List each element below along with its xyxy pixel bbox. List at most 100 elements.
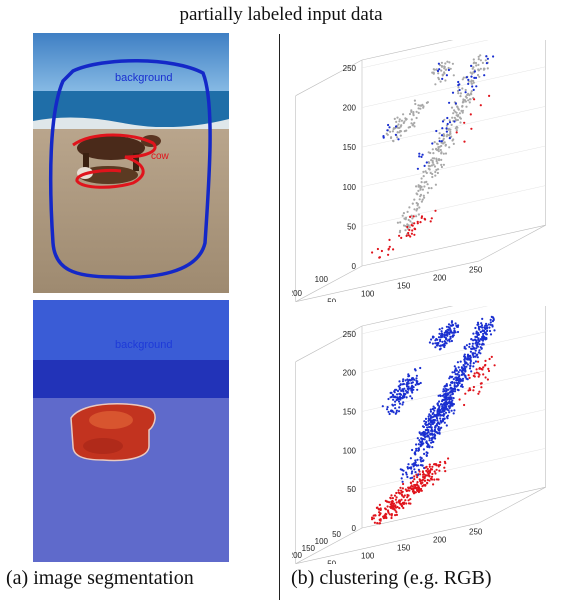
data-point <box>429 408 432 411</box>
data-point <box>457 84 460 87</box>
data-point <box>390 391 393 394</box>
data-point <box>458 375 461 378</box>
data-point <box>378 511 381 514</box>
data-point <box>418 432 421 435</box>
data-point <box>451 387 454 390</box>
x-tick-label: 200 <box>433 274 447 283</box>
data-point <box>420 487 423 491</box>
axis-frame-line <box>295 59 363 96</box>
data-point <box>404 379 407 382</box>
data-point <box>409 235 412 238</box>
z-tick-label: 150 <box>343 407 357 416</box>
data-point <box>428 439 431 442</box>
data-point <box>415 486 418 489</box>
data-point <box>431 148 434 151</box>
data-point <box>454 331 457 334</box>
data-point <box>457 371 460 374</box>
data-point <box>430 164 433 167</box>
data-point <box>441 77 444 80</box>
data-point <box>426 183 429 186</box>
data-point <box>406 378 409 381</box>
data-point <box>445 383 448 386</box>
data-point <box>396 116 399 119</box>
data-point <box>464 370 467 373</box>
data-point <box>399 383 402 386</box>
data-point <box>463 403 466 407</box>
data-point <box>452 378 455 381</box>
x-tick-label: 150 <box>397 544 411 553</box>
data-point <box>443 389 446 392</box>
data-point <box>474 61 478 65</box>
data-point <box>450 123 453 126</box>
data-point <box>469 98 472 101</box>
data-point <box>418 439 421 442</box>
data-point <box>433 470 436 473</box>
data-point <box>422 448 425 451</box>
data-point <box>410 397 414 400</box>
axis-frame-line <box>361 40 454 61</box>
data-point <box>477 69 480 72</box>
data-point <box>402 212 405 215</box>
data-point <box>461 371 464 374</box>
data-point <box>441 327 444 330</box>
data-point <box>472 79 475 83</box>
data-point <box>400 503 403 506</box>
grid-line <box>361 40 489 69</box>
data-point <box>449 130 452 133</box>
data-point <box>449 391 452 394</box>
data-point <box>416 458 419 461</box>
data-point <box>492 317 495 320</box>
data-point <box>455 385 458 388</box>
axis-frame-line <box>295 527 363 564</box>
data-point <box>485 337 488 340</box>
data-point <box>388 238 391 241</box>
data-point <box>445 384 448 387</box>
data-point <box>473 98 476 101</box>
data-point <box>458 88 461 92</box>
data-point <box>478 339 481 342</box>
data-point <box>470 64 473 67</box>
data-point <box>406 225 409 229</box>
data-point <box>474 349 477 352</box>
data-point <box>397 138 400 141</box>
data-point <box>455 129 458 132</box>
data-point <box>472 385 475 389</box>
data-point <box>433 419 436 422</box>
data-point <box>429 423 432 426</box>
data-point <box>436 162 439 165</box>
data-point <box>462 76 465 79</box>
data-point <box>440 332 443 335</box>
data-point <box>406 493 409 497</box>
data-point <box>415 443 418 446</box>
data-point <box>416 481 419 484</box>
data-point <box>481 326 484 329</box>
data-point <box>448 397 451 400</box>
data-point <box>438 132 441 135</box>
data-point <box>398 397 401 400</box>
data-point <box>444 403 447 406</box>
z-tick-label: 150 <box>343 143 357 152</box>
data-point <box>473 372 476 375</box>
data-point <box>456 382 459 385</box>
z-tick-label: 200 <box>343 104 357 113</box>
data-point <box>393 117 396 120</box>
data-point <box>486 57 489 60</box>
data-point <box>434 209 437 212</box>
grid-line <box>361 66 546 108</box>
data-point <box>436 419 439 422</box>
data-point <box>412 111 415 114</box>
data-point <box>428 479 431 482</box>
data-point <box>444 470 447 473</box>
data-point <box>448 137 451 140</box>
data-point <box>472 374 475 377</box>
data-point <box>395 388 398 391</box>
data-point <box>475 368 478 371</box>
data-point <box>416 476 419 479</box>
data-point <box>448 411 451 414</box>
data-point <box>465 344 468 347</box>
data-point <box>456 388 459 391</box>
data-point <box>483 74 486 77</box>
data-point <box>392 248 395 251</box>
data-point <box>433 141 436 144</box>
data-point <box>482 334 485 337</box>
